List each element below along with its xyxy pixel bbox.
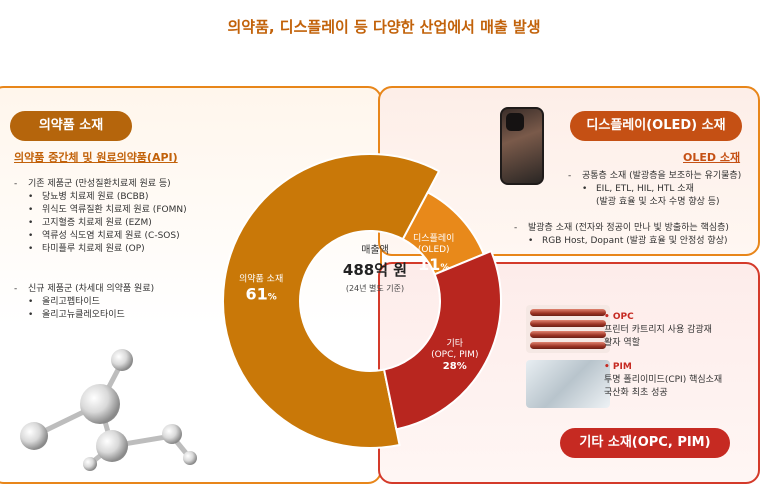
display-badge: 디스플레이(OLED) 소재: [570, 111, 742, 141]
pim-name: PIM: [604, 361, 722, 374]
camera-module-icon: [506, 113, 524, 131]
opc-desc-line: 활자 역할: [604, 338, 640, 348]
existing-products-group: 기존 제품군 (만성질환치료제 원료 등) 당뇨병 치료제 원료 (BCBB) …: [14, 178, 187, 256]
api-heading: 의약품 중간체 및 원료의약품(API): [14, 151, 178, 164]
list-item: 올리고펩타이드: [28, 296, 154, 309]
new-products-lead: 신규 제품군 (차세대 의약품 원료): [14, 283, 154, 296]
emissive-layer-group: 발광층 소재 (전자와 정공이 만나 빛 방출하는 핵심층) RGB Host,…: [514, 222, 729, 248]
pim-description: PIM 투명 폴리이미드(CPI) 핵심소재 국산화 최초 성공: [604, 361, 722, 400]
opc-rod-icon: [530, 331, 606, 338]
opc-name: OPC: [604, 311, 712, 324]
new-products-group: 신규 제품군 (차세대 의약품 원료) 올리고펩타이드 올리고뉴클레오타이드: [14, 283, 154, 322]
other-materials-badge: 기타 소재(OPC, PIM): [560, 428, 730, 458]
common-item-continuation: (발광 효율 및 소자 수명 향상 등): [596, 197, 720, 207]
list-item: EIL, ETL, HIL, HTL 소재: [582, 183, 741, 196]
page-title: 의약품, 디스플레이 등 다양한 산업에서 매출 발생: [227, 18, 541, 36]
list-item: RGB Host, Dopant (발광 효율 및 안정성 향상): [528, 235, 729, 248]
pim-desc-line: 투명 폴리이미드(CPI) 핵심소재: [604, 375, 723, 385]
pharma-badge: 의약품 소재: [10, 111, 132, 141]
list-item: 고지혈증 치료제 원료 (EZM): [28, 217, 187, 230]
molecule-illustration: [20, 349, 197, 471]
donut-slice-2: [382, 249, 502, 431]
oled-heading: OLED 소재: [683, 151, 741, 164]
donut-label-2: 기타 (OPC, PIM) 28%: [431, 338, 478, 372]
donut-label-0: 의약품 소재 61%: [239, 272, 283, 303]
revenue-donut-chart: 의약품 소재 61% 디스플레이 (OLED) 11% 기타 (OPC, PIM) 28%: [222, 153, 502, 449]
donut-label-1: 디스플레이 (OLED) 11%: [413, 233, 454, 274]
pim-desc-line: 국산화 최초 성공: [604, 388, 668, 398]
pim-film-image: [526, 360, 610, 408]
existing-products-lead: 기존 제품군 (만성질환치료제 원료 등): [14, 178, 187, 191]
center-value: 488억 원: [342, 261, 408, 279]
opc-drum-image: [526, 305, 610, 353]
list-item: 역류성 식도염 치료제 원료 (C-SOS): [28, 230, 187, 243]
smartphone-illustration: [500, 107, 544, 185]
center-label: 매출액: [361, 245, 389, 256]
list-item: 당뇨병 치료제 원료 (BCBB): [28, 191, 187, 204]
common-layer-lead: 공통층 소재 (발광층을 보조하는 유기물층): [568, 170, 741, 183]
opc-rod-icon: [530, 320, 606, 327]
common-layer-group: 공통층 소재 (발광층을 보조하는 유기물층) EIL, ETL, HIL, H…: [568, 170, 741, 209]
opc-desc-line: 프린터 카트리지 사용 감광재: [604, 325, 712, 335]
donut-center: 매출액 488억 원 (24년 별도 기준): [310, 241, 440, 294]
opc-description: OPC 프린터 카트리지 사용 감광재 활자 역할: [604, 311, 712, 350]
list-item: 위식도 역류질환 치료제 원료 (FOMN): [28, 204, 187, 217]
list-item: 올리고뉴클레오타이드: [28, 309, 154, 322]
center-note: (24년 별도 기준): [345, 284, 405, 293]
list-item: 타미플루 치료제 원료 (OP): [28, 243, 187, 256]
opc-rod-icon: [530, 342, 606, 349]
opc-rod-icon: [530, 309, 606, 316]
emissive-layer-lead: 발광층 소재 (전자와 정공이 만나 빛 방출하는 핵심층): [514, 222, 729, 235]
